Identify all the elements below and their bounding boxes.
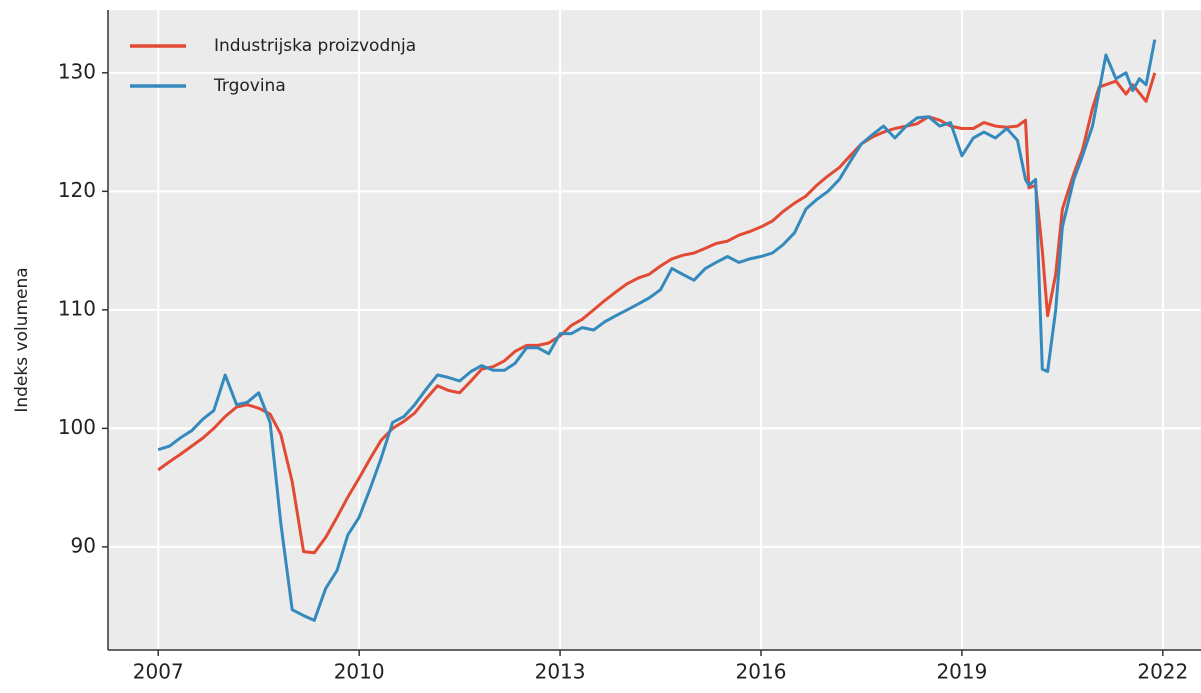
y-tick-label: 110 bbox=[58, 296, 96, 320]
plot-background bbox=[108, 10, 1201, 650]
y-tick-label: 90 bbox=[71, 533, 96, 557]
legend-label: Trgovina bbox=[213, 76, 286, 96]
line-series bbox=[157, 39, 1157, 622]
x-tick-label: 2016 bbox=[736, 660, 787, 684]
y-tick-label: 120 bbox=[58, 178, 96, 202]
legend-label: Industrijska proizvodnja bbox=[214, 36, 416, 56]
x-tick-label: 2019 bbox=[936, 660, 987, 684]
x-tick-label: 2013 bbox=[535, 660, 586, 684]
y-axis-label: Indeks volumena bbox=[12, 267, 32, 412]
x-tick-label: 2007 bbox=[133, 660, 184, 684]
y-tick-label: 100 bbox=[58, 415, 96, 439]
x-tick-label: 2010 bbox=[334, 660, 385, 684]
y-tick-label: 130 bbox=[58, 59, 96, 83]
x-tick-label: 2022 bbox=[1137, 660, 1188, 684]
line-series bbox=[157, 72, 1157, 555]
